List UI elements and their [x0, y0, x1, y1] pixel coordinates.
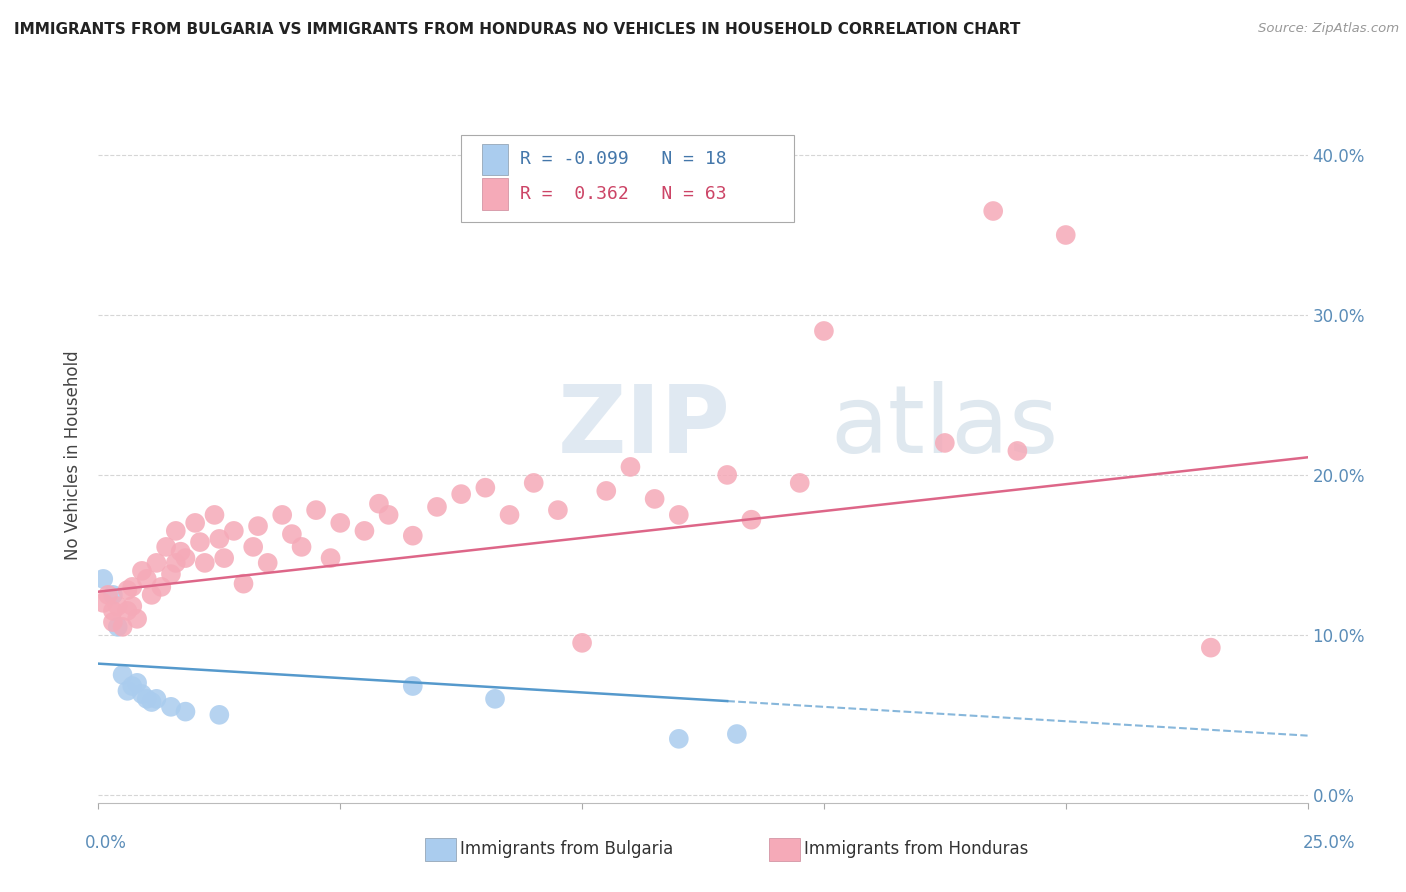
Point: [789, 475, 811, 490]
Point: [111, 668, 134, 682]
Text: ZIP: ZIP: [558, 381, 731, 473]
Bar: [482, 178, 509, 210]
Point: [1054, 227, 1077, 242]
Point: [141, 588, 163, 602]
Point: [619, 459, 641, 474]
Text: R =  0.362   N = 63: R = 0.362 N = 63: [520, 185, 727, 203]
Point: [305, 503, 328, 517]
Point: [107, 599, 129, 613]
Point: [121, 599, 143, 613]
Point: [716, 467, 738, 482]
Point: [329, 516, 352, 530]
Point: [319, 551, 342, 566]
Point: [595, 483, 617, 498]
Bar: [482, 144, 509, 175]
Text: IMMIGRANTS FROM BULGARIA VS IMMIGRANTS FROM HONDURAS NO VEHICLES IN HOUSEHOLD CO: IMMIGRANTS FROM BULGARIA VS IMMIGRANTS F…: [14, 22, 1021, 37]
Point: [547, 503, 569, 517]
Point: [484, 691, 506, 706]
Point: [377, 508, 399, 522]
Point: [107, 620, 129, 634]
Point: [474, 481, 496, 495]
Point: [101, 615, 124, 629]
Text: Immigrants from Honduras: Immigrants from Honduras: [804, 840, 1029, 858]
Point: [247, 519, 270, 533]
Point: [174, 551, 197, 566]
Point: [208, 532, 231, 546]
Point: [813, 324, 835, 338]
Point: [145, 691, 167, 706]
Point: [981, 204, 1004, 219]
Point: [160, 567, 183, 582]
Point: [165, 556, 187, 570]
Point: [184, 516, 207, 530]
Point: [242, 540, 264, 554]
Point: [127, 612, 149, 626]
Point: [523, 475, 546, 490]
Point: [668, 508, 690, 522]
Point: [117, 683, 139, 698]
Point: [188, 535, 211, 549]
Point: [571, 636, 593, 650]
Point: [97, 588, 120, 602]
Point: [256, 556, 278, 570]
Point: [91, 572, 114, 586]
Text: Immigrants from Bulgaria: Immigrants from Bulgaria: [460, 840, 673, 858]
Text: 0.0%: 0.0%: [84, 834, 127, 852]
Point: [194, 556, 217, 570]
Point: [402, 679, 425, 693]
Text: 25.0%: 25.0%: [1302, 834, 1355, 852]
Point: [498, 508, 520, 522]
Point: [668, 731, 690, 746]
Point: [117, 583, 139, 598]
Point: [121, 580, 143, 594]
Point: [222, 524, 245, 538]
Point: [155, 540, 177, 554]
Point: [1007, 444, 1029, 458]
Point: [145, 556, 167, 570]
Y-axis label: No Vehicles in Household: No Vehicles in Household: [65, 350, 83, 560]
Point: [135, 572, 157, 586]
Point: [174, 705, 197, 719]
Point: [111, 620, 134, 634]
Point: [131, 564, 153, 578]
Point: [934, 436, 956, 450]
Point: [135, 691, 157, 706]
Point: [725, 727, 748, 741]
Point: [1199, 640, 1222, 655]
Point: [740, 513, 762, 527]
Point: [290, 540, 312, 554]
Point: [208, 707, 231, 722]
FancyBboxPatch shape: [461, 135, 793, 222]
Point: [169, 544, 191, 558]
Point: [644, 491, 666, 506]
Text: R = -0.099   N = 18: R = -0.099 N = 18: [520, 150, 727, 169]
Point: [402, 529, 425, 543]
Point: [160, 699, 183, 714]
Point: [165, 524, 187, 538]
Point: [232, 576, 254, 591]
Point: [368, 497, 391, 511]
Point: [117, 604, 139, 618]
Point: [121, 679, 143, 693]
Point: [150, 580, 173, 594]
Text: Source: ZipAtlas.com: Source: ZipAtlas.com: [1258, 22, 1399, 36]
Point: [101, 588, 124, 602]
Point: [204, 508, 226, 522]
Point: [450, 487, 472, 501]
Text: atlas: atlas: [830, 381, 1059, 473]
Point: [426, 500, 449, 514]
Point: [131, 687, 153, 701]
Point: [141, 695, 163, 709]
Point: [212, 551, 235, 566]
Point: [353, 524, 375, 538]
Point: [281, 527, 304, 541]
Point: [271, 508, 294, 522]
Point: [91, 596, 114, 610]
Point: [127, 676, 149, 690]
Point: [101, 604, 124, 618]
